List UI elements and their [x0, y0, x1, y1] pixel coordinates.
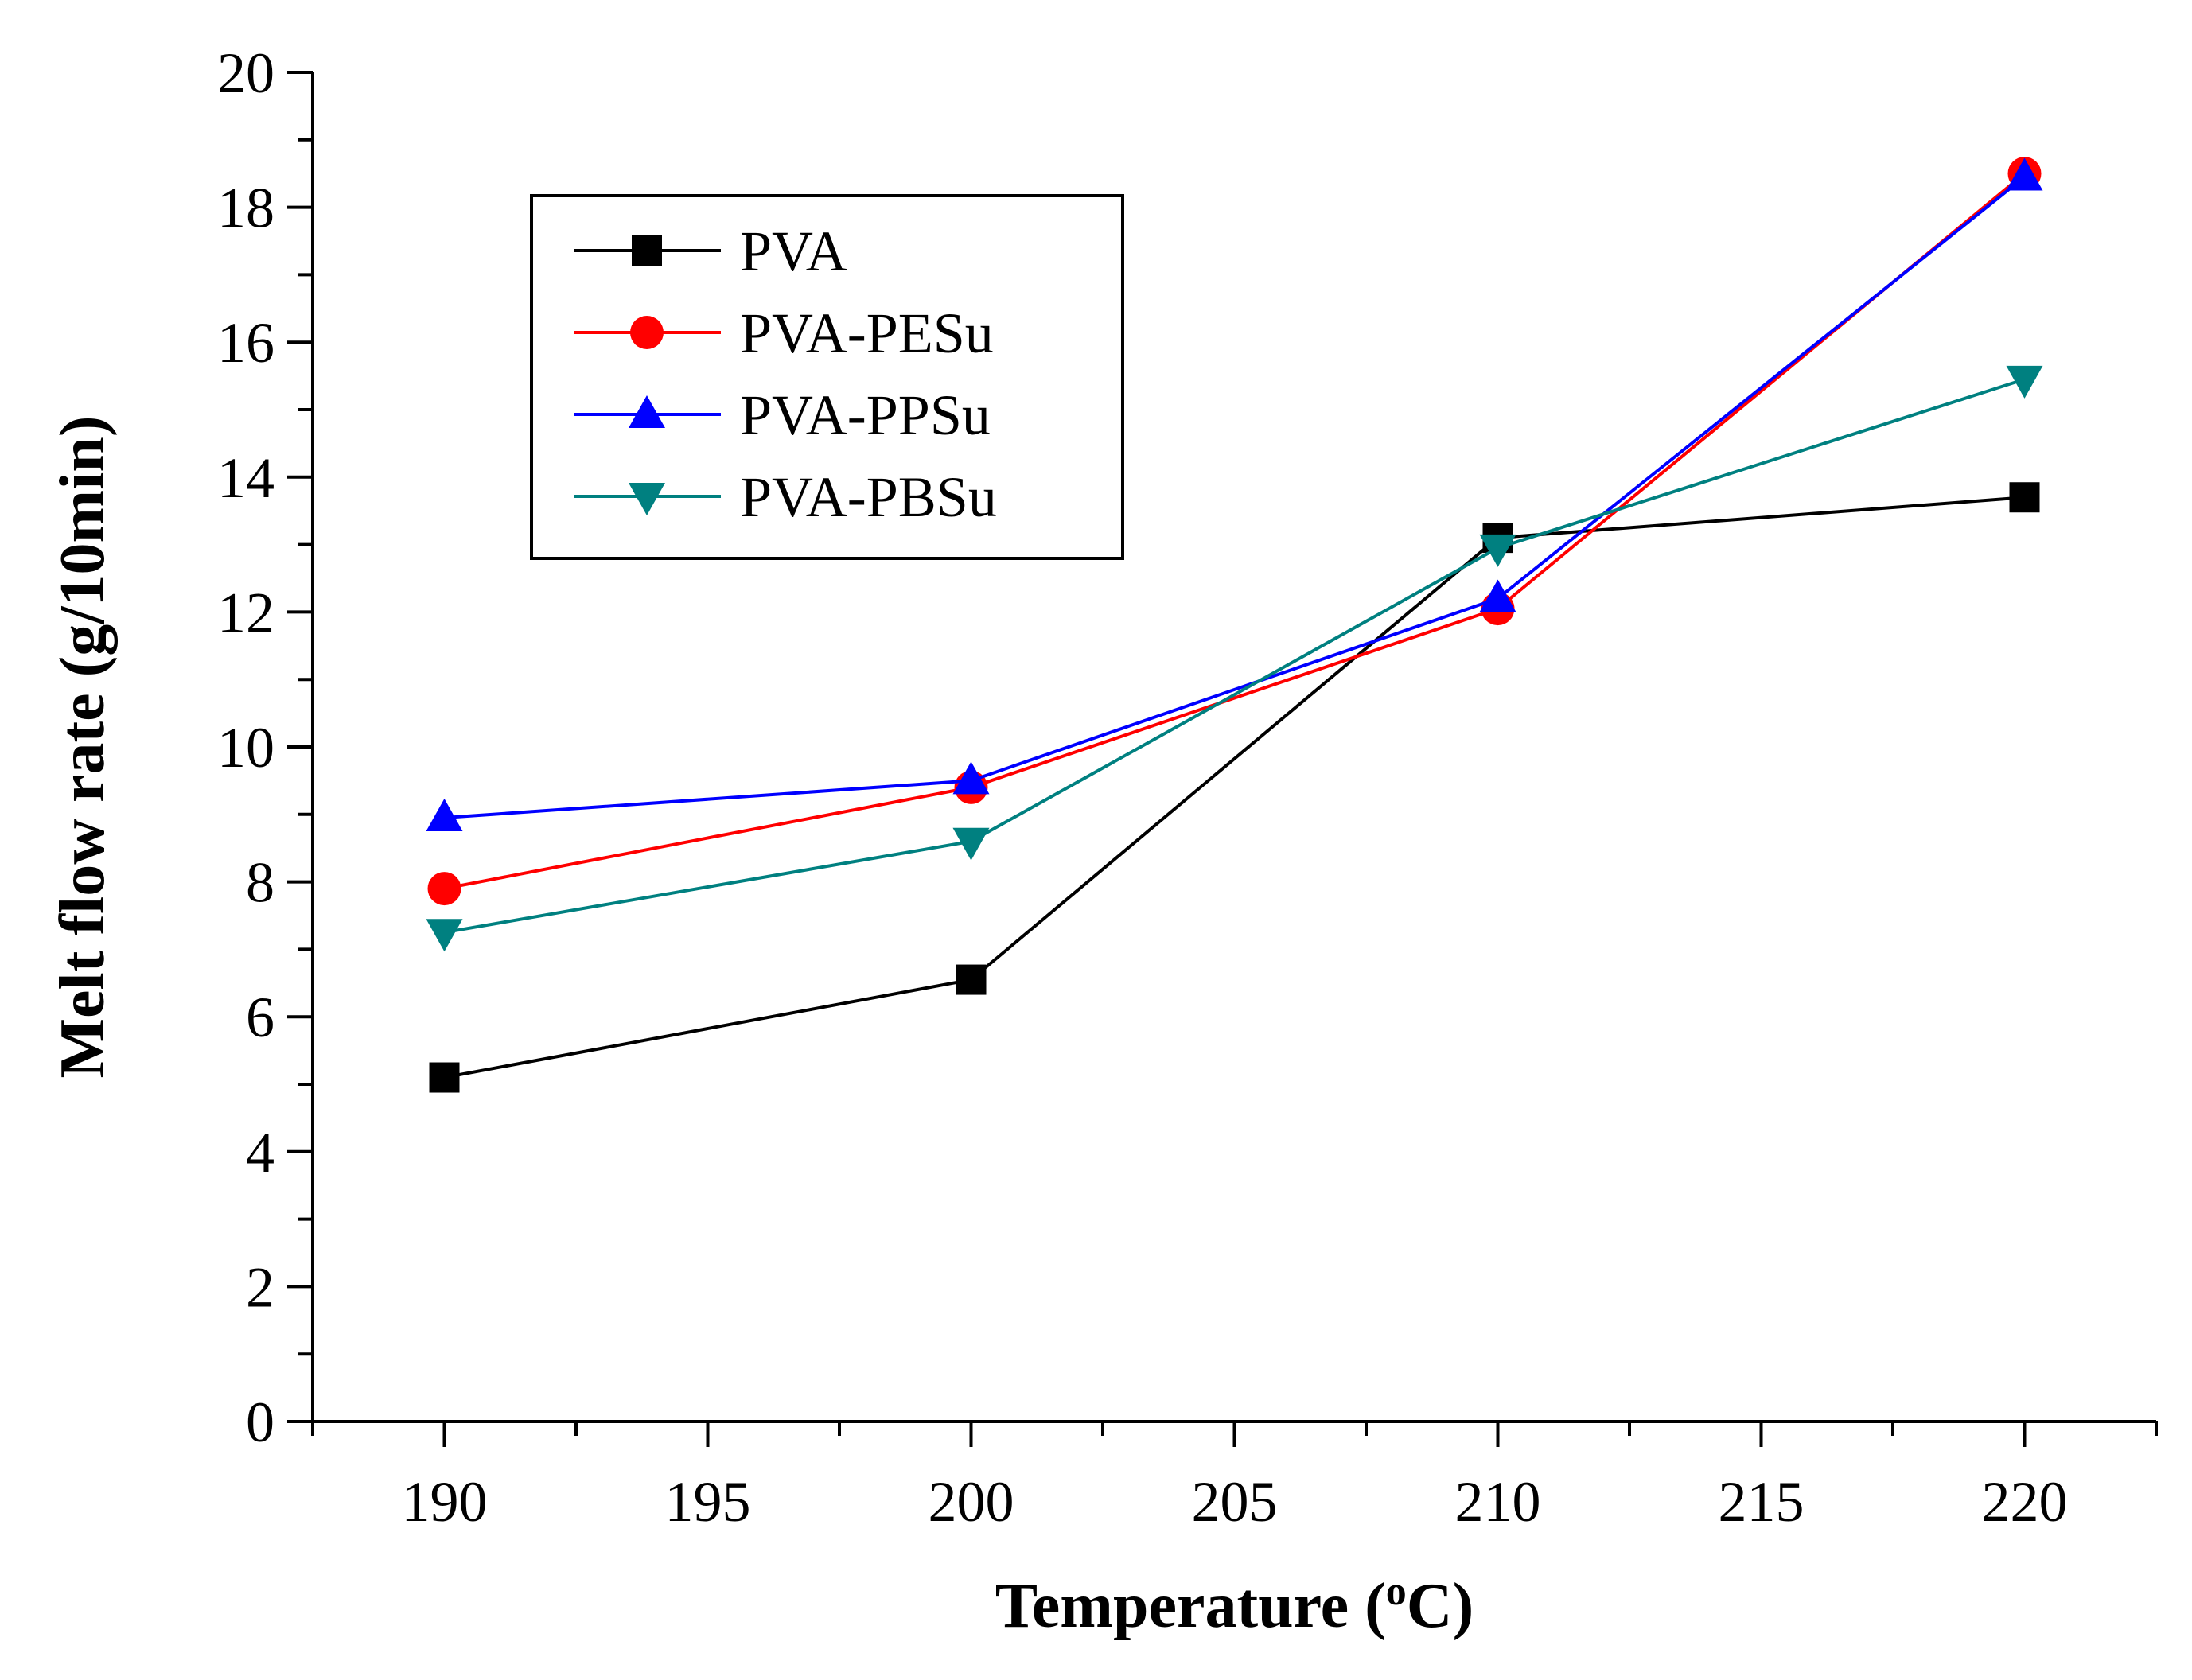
series-pva-pbsu — [426, 365, 2043, 952]
data-point — [429, 1062, 460, 1093]
x-tick-label: 195 — [665, 1470, 751, 1534]
y-tick-label: 8 — [246, 851, 274, 915]
legend-entry: PVA-PBSu — [574, 465, 997, 529]
data-point — [426, 799, 463, 832]
data-point — [426, 919, 463, 952]
x-tick-label: 215 — [1719, 1470, 1805, 1534]
data-point — [956, 964, 987, 995]
series-pva — [429, 482, 2040, 1093]
y-tick-label: 2 — [246, 1255, 274, 1319]
series-line — [444, 496, 2025, 1079]
legend: PVA PVA-PESu PVA-PPSu PVA-PBSu — [530, 194, 1124, 560]
y-tick-label: 14 — [217, 446, 274, 510]
x-axis-title: Temperature (oC) — [995, 1569, 1474, 1642]
x-tick-label: 200 — [929, 1470, 1014, 1534]
data-point — [2006, 365, 2043, 399]
series-line — [444, 377, 2026, 935]
legend-label: PVA-PPSu — [740, 383, 991, 447]
legend-label: PVA-PESu — [740, 301, 994, 365]
data-point — [1479, 579, 1516, 612]
data-point — [952, 761, 990, 795]
legend-marker — [629, 483, 665, 515]
y-axis-title: Melt flow rate (g/10min) — [48, 415, 118, 1078]
x-tick-label: 210 — [1455, 1470, 1541, 1534]
axes: 0 2 4 6 8 10 12 14 16 18 20 190 195 200 205 210 215 220 — [217, 41, 2158, 1534]
legend-label: PVA — [740, 220, 847, 283]
y-tick-label: 6 — [246, 986, 274, 1049]
series-line — [444, 172, 2026, 891]
y-tick-label: 4 — [246, 1121, 274, 1184]
x-axis-title-unit: C) — [1407, 1571, 1474, 1641]
y-tick-label: 16 — [217, 311, 274, 375]
legend-marker — [629, 395, 665, 428]
data-point — [1479, 534, 1516, 567]
legend-entry: PVA-PESu — [574, 301, 994, 365]
y-tick-label: 12 — [217, 581, 274, 644]
data-point — [952, 827, 990, 861]
x-tick-label: 220 — [1982, 1470, 2068, 1534]
legend-entry: PVA-PPSu — [574, 383, 991, 447]
series-layer — [426, 157, 2043, 1093]
legend-label: PVA-PBSu — [740, 465, 997, 529]
y-tick-label: 20 — [217, 41, 274, 105]
x-tick-label: 190 — [402, 1470, 488, 1534]
data-point — [2009, 482, 2040, 513]
data-point — [427, 872, 461, 906]
x-axis-title-superscript: o — [1386, 1569, 1407, 1614]
x-axis-title-main: Temperature ( — [995, 1571, 1386, 1641]
legend-marker — [630, 316, 664, 349]
y-tick-label: 0 — [246, 1390, 274, 1454]
series-line — [444, 175, 2026, 820]
series-pva-ppsu — [426, 158, 2043, 832]
y-tick-label: 10 — [217, 716, 274, 780]
y-tick-label: 18 — [217, 177, 274, 240]
x-tick-label: 205 — [1192, 1470, 1278, 1534]
legend-entry: PVA — [574, 220, 847, 283]
legend-marker — [632, 235, 662, 266]
data-point — [2006, 158, 2043, 191]
